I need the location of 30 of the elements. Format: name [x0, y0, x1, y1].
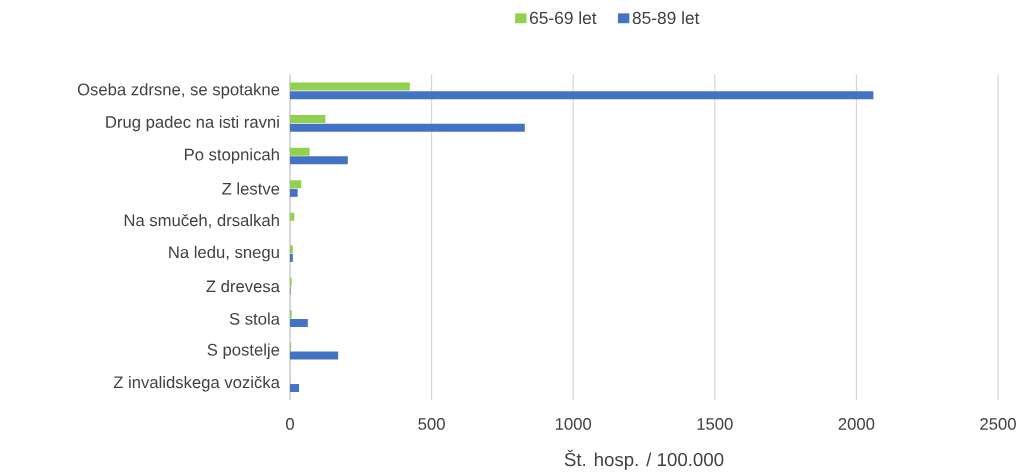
bar: [290, 318, 308, 327]
y-tick-label: Na ledu, snegu: [169, 245, 279, 262]
y-tick-label: S stola: [229, 312, 280, 325]
y-tick-label: Z lestve: [222, 182, 280, 195]
x-tick-label: 500: [418, 418, 445, 430]
bar: [290, 156, 348, 165]
bar: [290, 115, 326, 124]
y-tick-label: Z drevesa: [206, 280, 280, 293]
y-tick-label: Po stopnicah: [184, 148, 279, 164]
bar: [290, 351, 339, 360]
x-tick-label: 2000: [838, 418, 875, 430]
bar: [290, 188, 298, 197]
y-tick-label: Na smučeh, drsalkah: [124, 213, 279, 229]
bar: [290, 253, 293, 262]
bar: [290, 82, 410, 91]
legend-label: 85-89 let: [632, 11, 700, 25]
x-tick-label: 0: [286, 418, 294, 430]
y-tick-label: Drug padec na isti ravni: [106, 115, 279, 132]
bar: [290, 147, 310, 156]
bar: [290, 91, 874, 100]
bar: [290, 123, 525, 132]
bar: [290, 384, 300, 393]
x-tick-label: 1000: [555, 418, 592, 430]
legend-label: 65-69 let: [530, 11, 597, 25]
x-tick-label: 2500: [980, 418, 1016, 430]
x-axis-title: Št. hosp. / 100.000: [564, 449, 724, 470]
x-tick-label: 1500: [697, 418, 733, 430]
y-tick-label: Oseba zdrsne, se spotakne: [77, 83, 280, 99]
y-tick-label: Z invalidskega vozička: [113, 375, 280, 392]
y-tick-label: S postelje: [207, 343, 280, 359]
